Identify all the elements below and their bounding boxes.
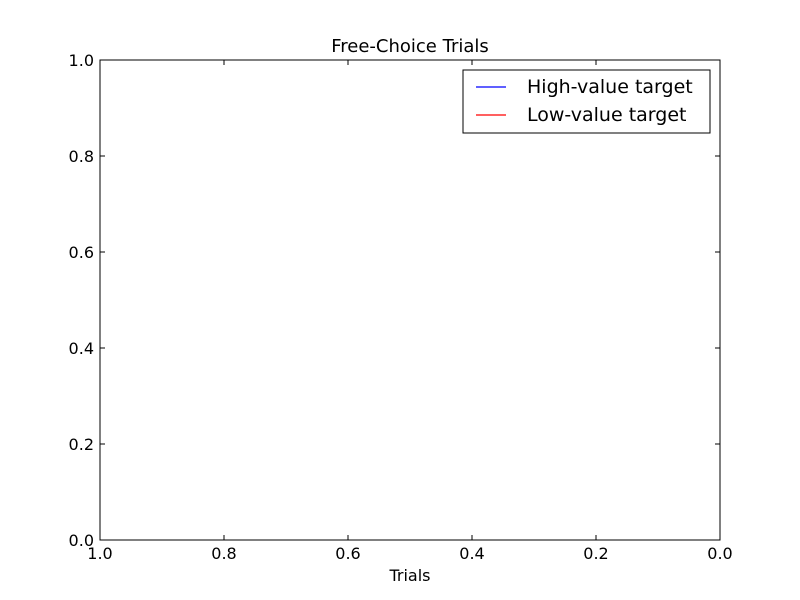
x-axis: 1.0 0.8 0.6 0.4 0.2 0.0 <box>87 60 733 563</box>
x-tick-label: 0.8 <box>211 544 236 563</box>
x-tick-label: 0.0 <box>707 544 732 563</box>
legend: High-value target Low-value target <box>462 69 711 134</box>
x-axis-label: Trials <box>388 566 430 585</box>
plot-area <box>99 59 721 541</box>
y-tick-label: 0.0 <box>69 531 94 550</box>
chart-title: Free-Choice Trials <box>331 36 489 57</box>
x-tick-label: 1.0 <box>87 544 112 563</box>
legend-label-low-value: Low-value target <box>527 104 686 126</box>
legend-box <box>462 69 711 134</box>
x-tick-label: 0.6 <box>335 544 360 563</box>
y-axis: 0.0 0.2 0.4 0.6 0.8 1.0 <box>69 51 720 550</box>
legend-label-high-value: High-value target <box>527 76 693 98</box>
y-tick-label: 0.2 <box>69 435 94 454</box>
y-tick-label: 0.4 <box>69 339 94 358</box>
y-tick-label: 1.0 <box>69 51 94 70</box>
x-tick-label: 0.4 <box>459 544 484 563</box>
x-tick-label: 0.2 <box>583 544 608 563</box>
y-tick-label: 0.6 <box>69 243 94 262</box>
y-tick-label: 0.8 <box>69 147 94 166</box>
